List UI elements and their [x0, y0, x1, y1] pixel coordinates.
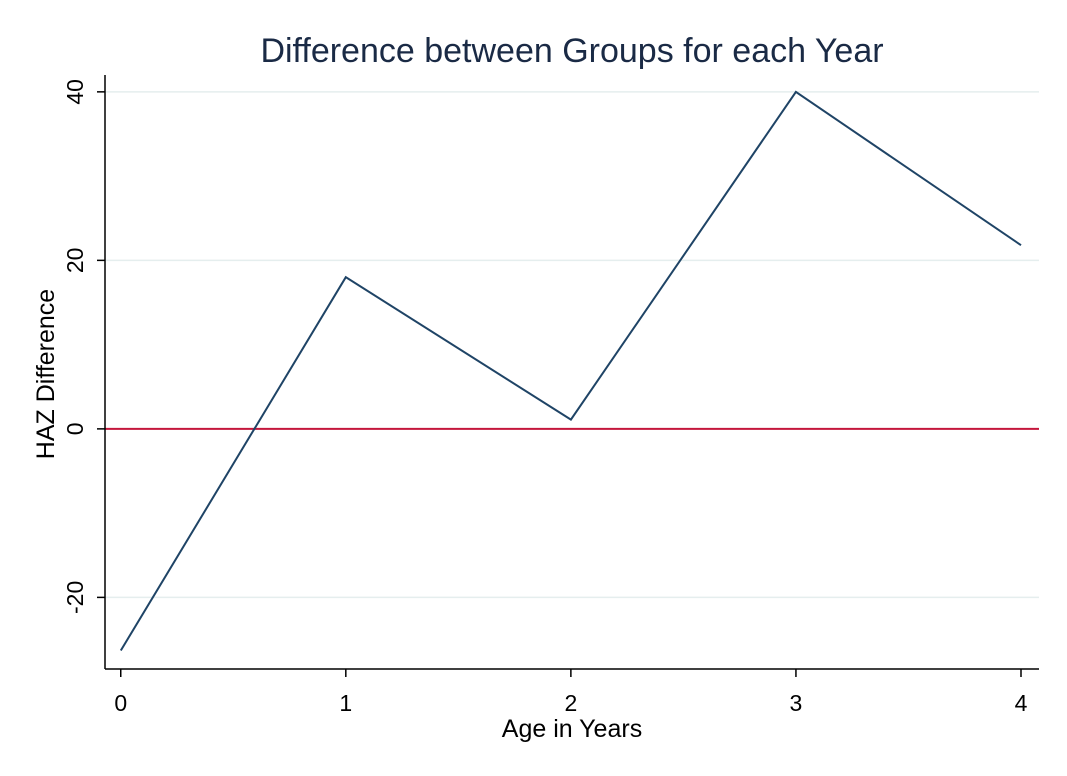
y-tick-label: -20	[62, 581, 88, 614]
y-tick-label: 20	[62, 248, 88, 274]
tick-labels: -20 0 20 40 0 1 2 3 4	[62, 79, 1028, 716]
y-tick-label: 0	[62, 422, 88, 435]
axes	[97, 75, 1039, 677]
x-axis-label: Age in Years	[502, 715, 642, 743]
x-tick-label: 3	[790, 690, 803, 716]
y-tick-label: 40	[62, 79, 88, 105]
x-tick-label: 4	[1015, 690, 1028, 716]
x-tick-label: 1	[339, 690, 352, 716]
series-group	[119, 90, 1022, 652]
grid-lines	[105, 91, 1039, 599]
series-line-0	[119, 90, 1022, 652]
x-tick-label: 0	[114, 690, 127, 716]
x-tick-label: 2	[564, 690, 577, 716]
chart-title: Difference between Groups for each Year	[260, 32, 883, 70]
y-axis-label: HAZ Difference	[32, 289, 60, 459]
